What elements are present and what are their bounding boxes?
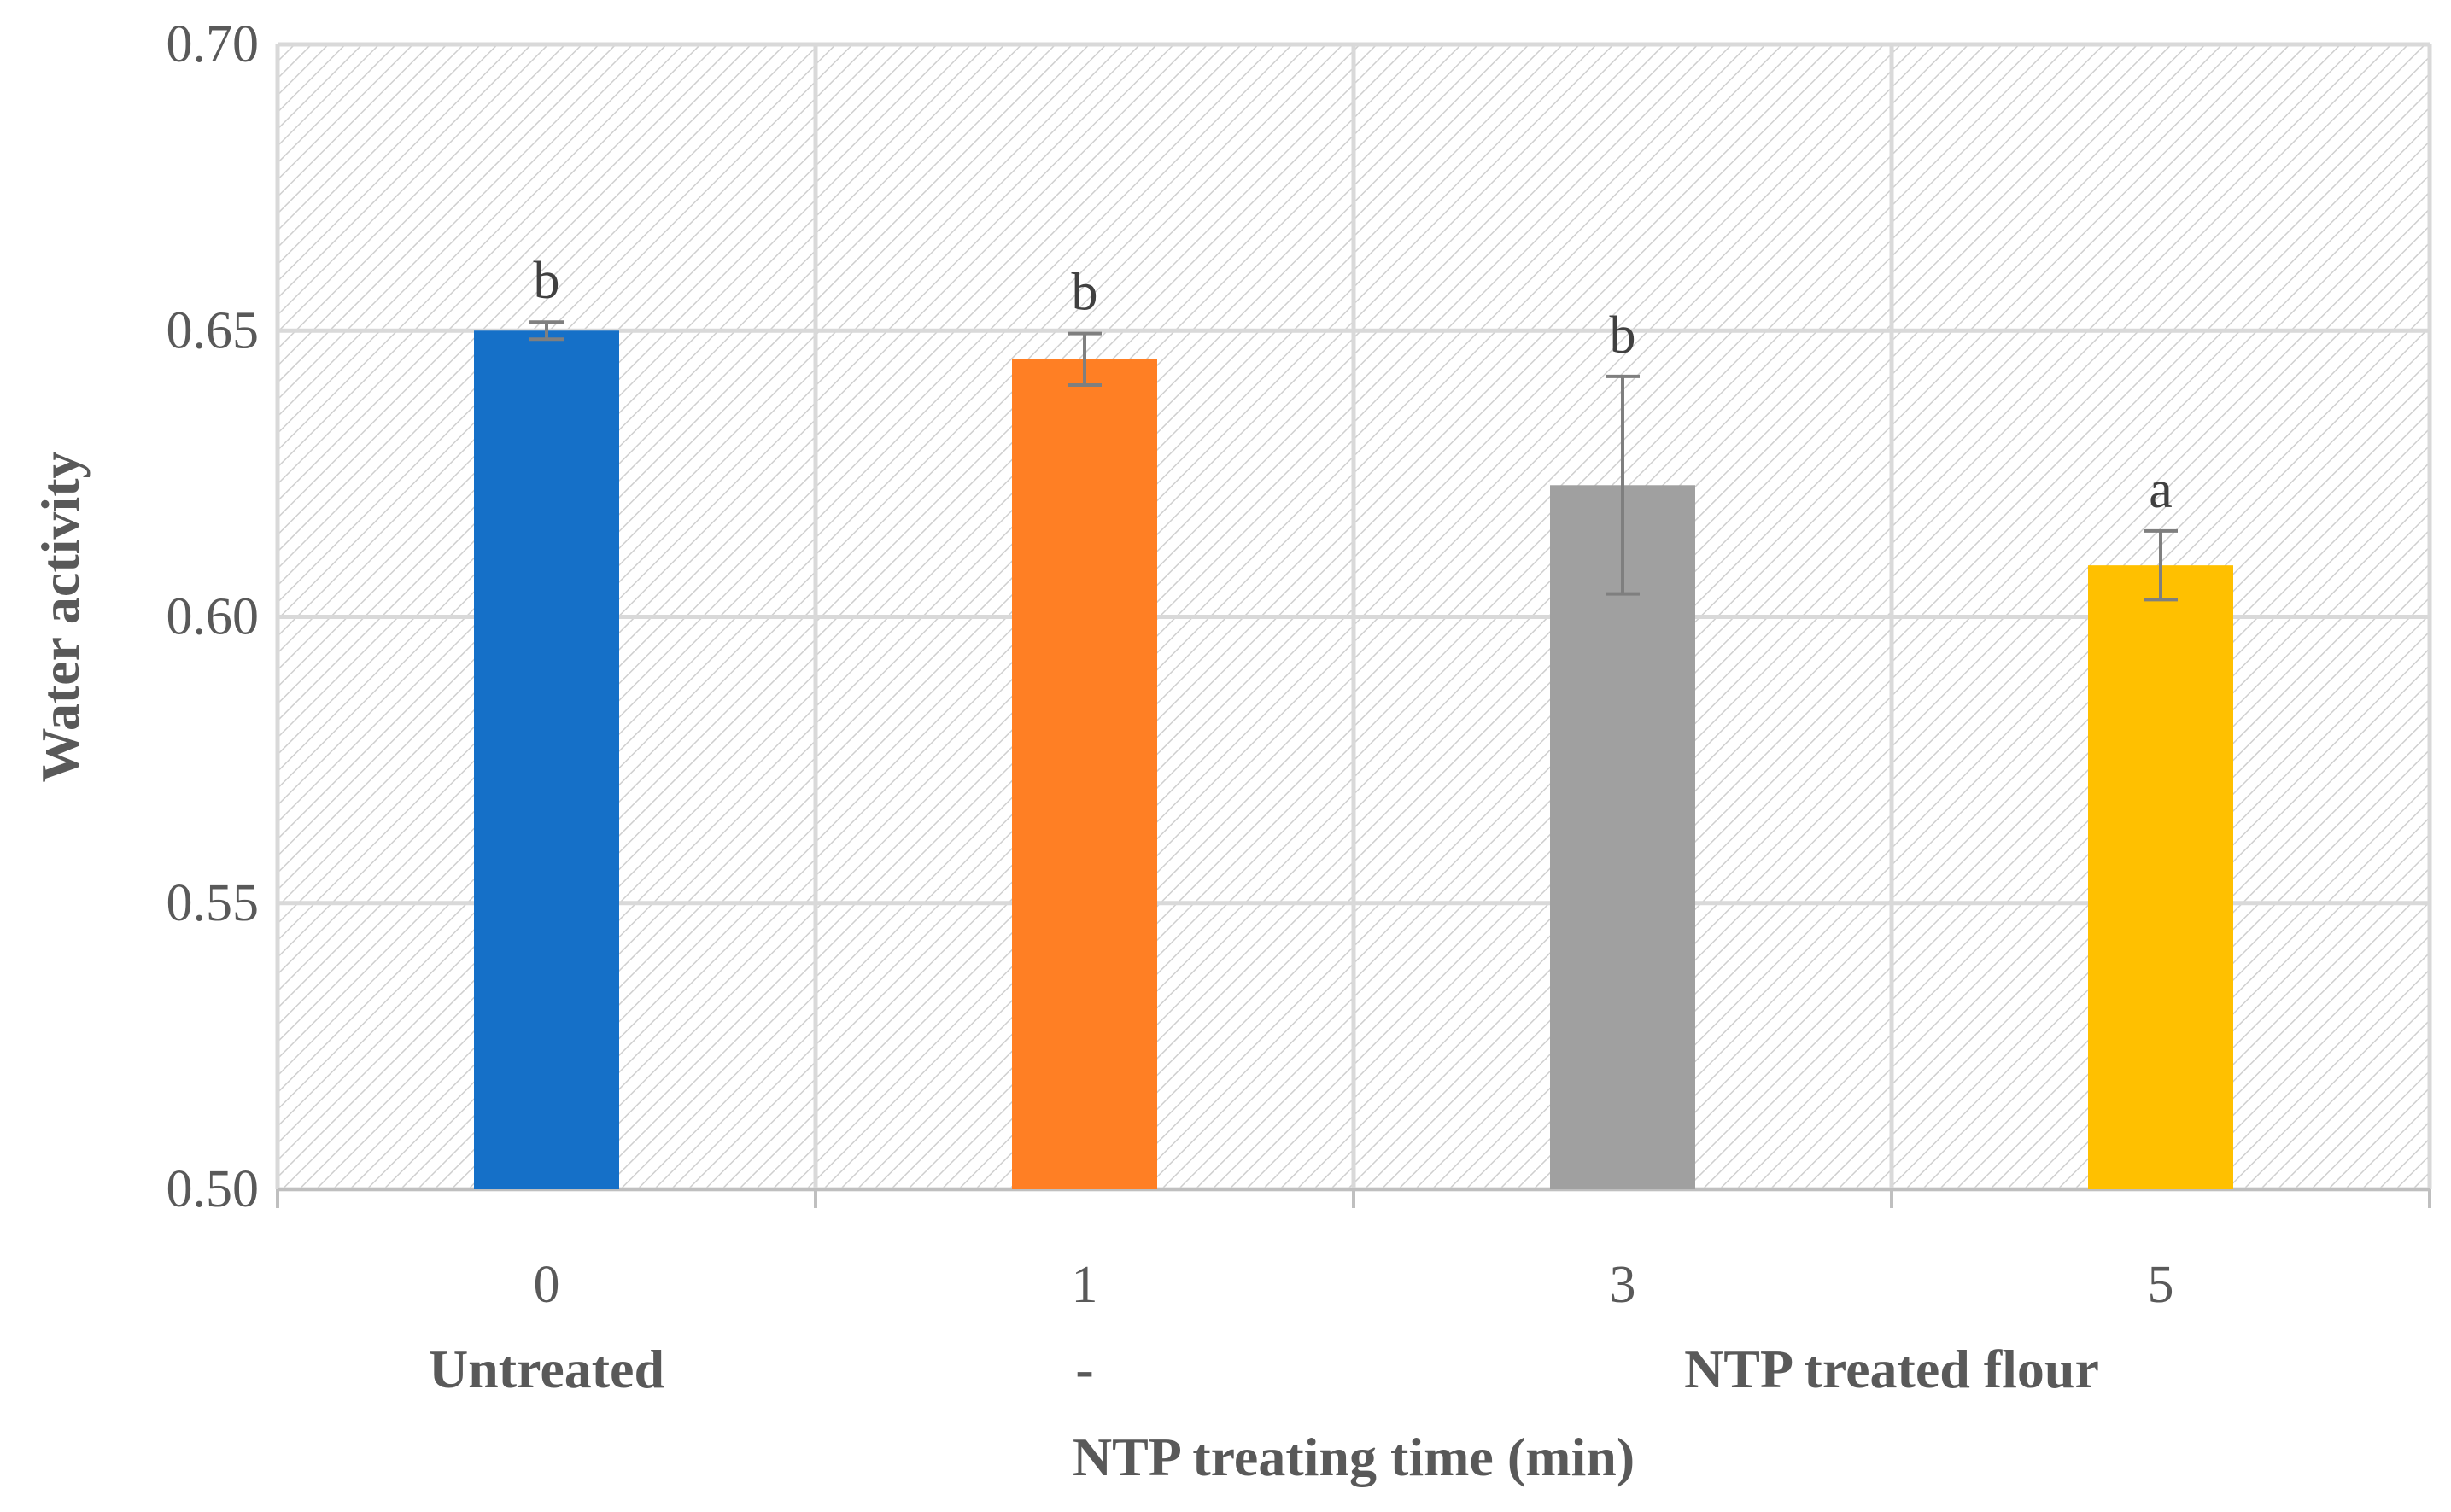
bars [474, 330, 2233, 1189]
bar-3 [1550, 485, 1695, 1189]
bar-5 [2088, 565, 2233, 1189]
x-category-label: 5 [2148, 1256, 2174, 1314]
significance-labels: b b b a [534, 252, 2173, 519]
x-category-label: 3 [1610, 1256, 1636, 1314]
y-axis-ticks: 0.50 0.55 0.60 0.65 0.70 [167, 15, 260, 1218]
significance-letter: b [1610, 306, 1636, 365]
x-axis-title: NTP treating time (min) [1073, 1427, 1635, 1487]
x-category-label: 0 [534, 1256, 560, 1314]
error-bars [529, 320, 2178, 602]
gridlines [275, 42, 2432, 1208]
significance-letter: b [1072, 264, 1098, 322]
group-labels: Untreated - NTP treated flour [429, 1339, 2099, 1399]
y-tick-label: 0.65 [167, 301, 260, 359]
significance-letter: a [2149, 461, 2173, 519]
x-category-label: 1 [1072, 1256, 1098, 1314]
group-label: Untreated [429, 1339, 664, 1399]
y-tick-label: 0.70 [167, 15, 260, 73]
y-tick-label: 0.60 [167, 588, 260, 646]
significance-letter: b [534, 252, 560, 310]
y-tick-label: 0.55 [167, 874, 260, 932]
y-axis-title: Water activity [30, 451, 91, 782]
group-label: - [1075, 1339, 1093, 1399]
bar-1 [1012, 359, 1157, 1189]
x-axis-categories: 0 1 3 5 [534, 1256, 2174, 1314]
y-tick-label: 0.50 [167, 1160, 260, 1218]
group-label: NTP treated flour [1684, 1339, 2099, 1399]
bar-0 [474, 330, 619, 1189]
